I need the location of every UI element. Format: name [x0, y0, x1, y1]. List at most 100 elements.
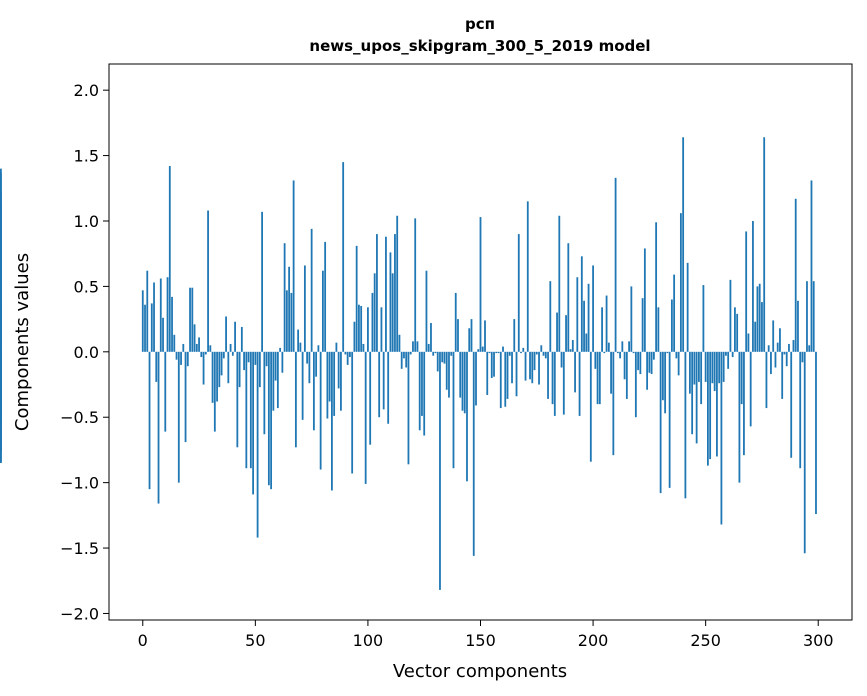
bar-134	[443, 351, 446, 364]
bar-59	[274, 351, 277, 381]
y-tick-label: −1.0	[60, 474, 99, 493]
bar-140	[457, 319, 459, 352]
bar-230	[659, 351, 662, 494]
bar-17	[180, 351, 182, 365]
y-tick-label: −0.5	[60, 408, 99, 427]
bar-23	[193, 324, 196, 352]
bar-20	[186, 351, 189, 367]
bar-281	[774, 351, 777, 368]
bar-188	[565, 315, 567, 352]
bar-146	[470, 319, 473, 352]
bar-0	[141, 290, 144, 352]
bar-262	[731, 351, 734, 358]
bar-283	[779, 328, 781, 352]
x-tick-label: 200	[578, 631, 609, 650]
bar-268	[745, 231, 748, 352]
bar-299	[815, 351, 817, 515]
bar-133	[441, 351, 444, 363]
bar-273	[756, 286, 759, 352]
bar-74	[308, 351, 311, 384]
bar-44	[240, 326, 243, 352]
bar-185	[558, 215, 561, 352]
bar-165	[513, 319, 516, 352]
bar-211	[616, 351, 619, 354]
bar-291	[797, 300, 799, 352]
bar-220	[637, 351, 640, 371]
bar-31	[211, 351, 214, 403]
bar-212	[619, 351, 621, 359]
bar-213	[621, 341, 624, 352]
bar-101	[369, 351, 372, 445]
bar-209	[612, 351, 615, 456]
bar-231	[661, 351, 664, 401]
bar-52	[258, 351, 261, 388]
bar-22	[191, 287, 194, 352]
bar-39	[229, 343, 232, 352]
bar-182	[551, 351, 554, 405]
bar-24	[195, 343, 198, 352]
bar-65	[288, 266, 291, 352]
bar-276	[763, 137, 766, 352]
bar-207	[607, 342, 610, 352]
bar-62	[281, 351, 284, 373]
bar-84	[331, 351, 333, 491]
bar-56	[267, 351, 270, 486]
bar-79	[319, 351, 322, 470]
bar-161	[504, 351, 507, 407]
bar-43	[238, 351, 241, 388]
bar-277	[765, 351, 768, 409]
bar-181	[549, 281, 552, 352]
bar-102	[371, 292, 374, 352]
bar-253	[711, 351, 714, 384]
bar-105	[378, 351, 381, 418]
bar-228	[655, 222, 658, 352]
bar-227	[652, 351, 655, 360]
bar-218	[632, 351, 635, 354]
bar-184	[556, 312, 558, 352]
bar-49	[252, 351, 254, 495]
bar-120	[412, 341, 414, 352]
bar-81	[324, 241, 327, 352]
bar-45	[243, 351, 245, 371]
bar-138	[452, 351, 455, 469]
bar-215	[625, 351, 628, 399]
bar-287	[788, 343, 790, 352]
bar-35	[220, 351, 223, 376]
bar-259	[725, 351, 727, 356]
bar-2	[146, 270, 149, 352]
bar-11	[166, 277, 169, 352]
bar-270	[749, 351, 752, 427]
y-tick-label: 2.0	[74, 81, 99, 100]
bar-6	[155, 351, 158, 382]
bar-160	[502, 346, 504, 352]
bar-127	[427, 343, 430, 352]
bar-177	[540, 345, 543, 352]
bar-93	[351, 351, 354, 474]
bar-214	[623, 351, 626, 380]
x-axis-label: Vector components	[393, 661, 567, 682]
bar-147	[472, 351, 475, 556]
bar-132	[439, 351, 441, 590]
bar-142	[461, 351, 464, 411]
bar-25	[198, 337, 200, 352]
bar-289	[792, 340, 795, 352]
bar-37	[225, 316, 227, 352]
bar-18	[182, 343, 185, 352]
x-tick-label: 50	[245, 631, 265, 650]
y-tick-label: 0.0	[74, 343, 99, 362]
bar-9	[162, 317, 164, 352]
bar-7	[157, 351, 160, 504]
bar-234	[668, 351, 671, 488]
bar-12	[168, 166, 171, 352]
bar-164	[511, 351, 513, 384]
bar-undefined	[0, 203, 2, 352]
bar-128	[430, 323, 432, 352]
bar-201	[594, 351, 597, 369]
bar-19	[184, 351, 187, 443]
bar-80	[321, 270, 324, 352]
bar-124	[421, 351, 423, 416]
bar-175	[535, 351, 538, 355]
bar-162	[506, 351, 509, 399]
bar-272	[754, 321, 757, 352]
bar-183	[553, 351, 556, 416]
